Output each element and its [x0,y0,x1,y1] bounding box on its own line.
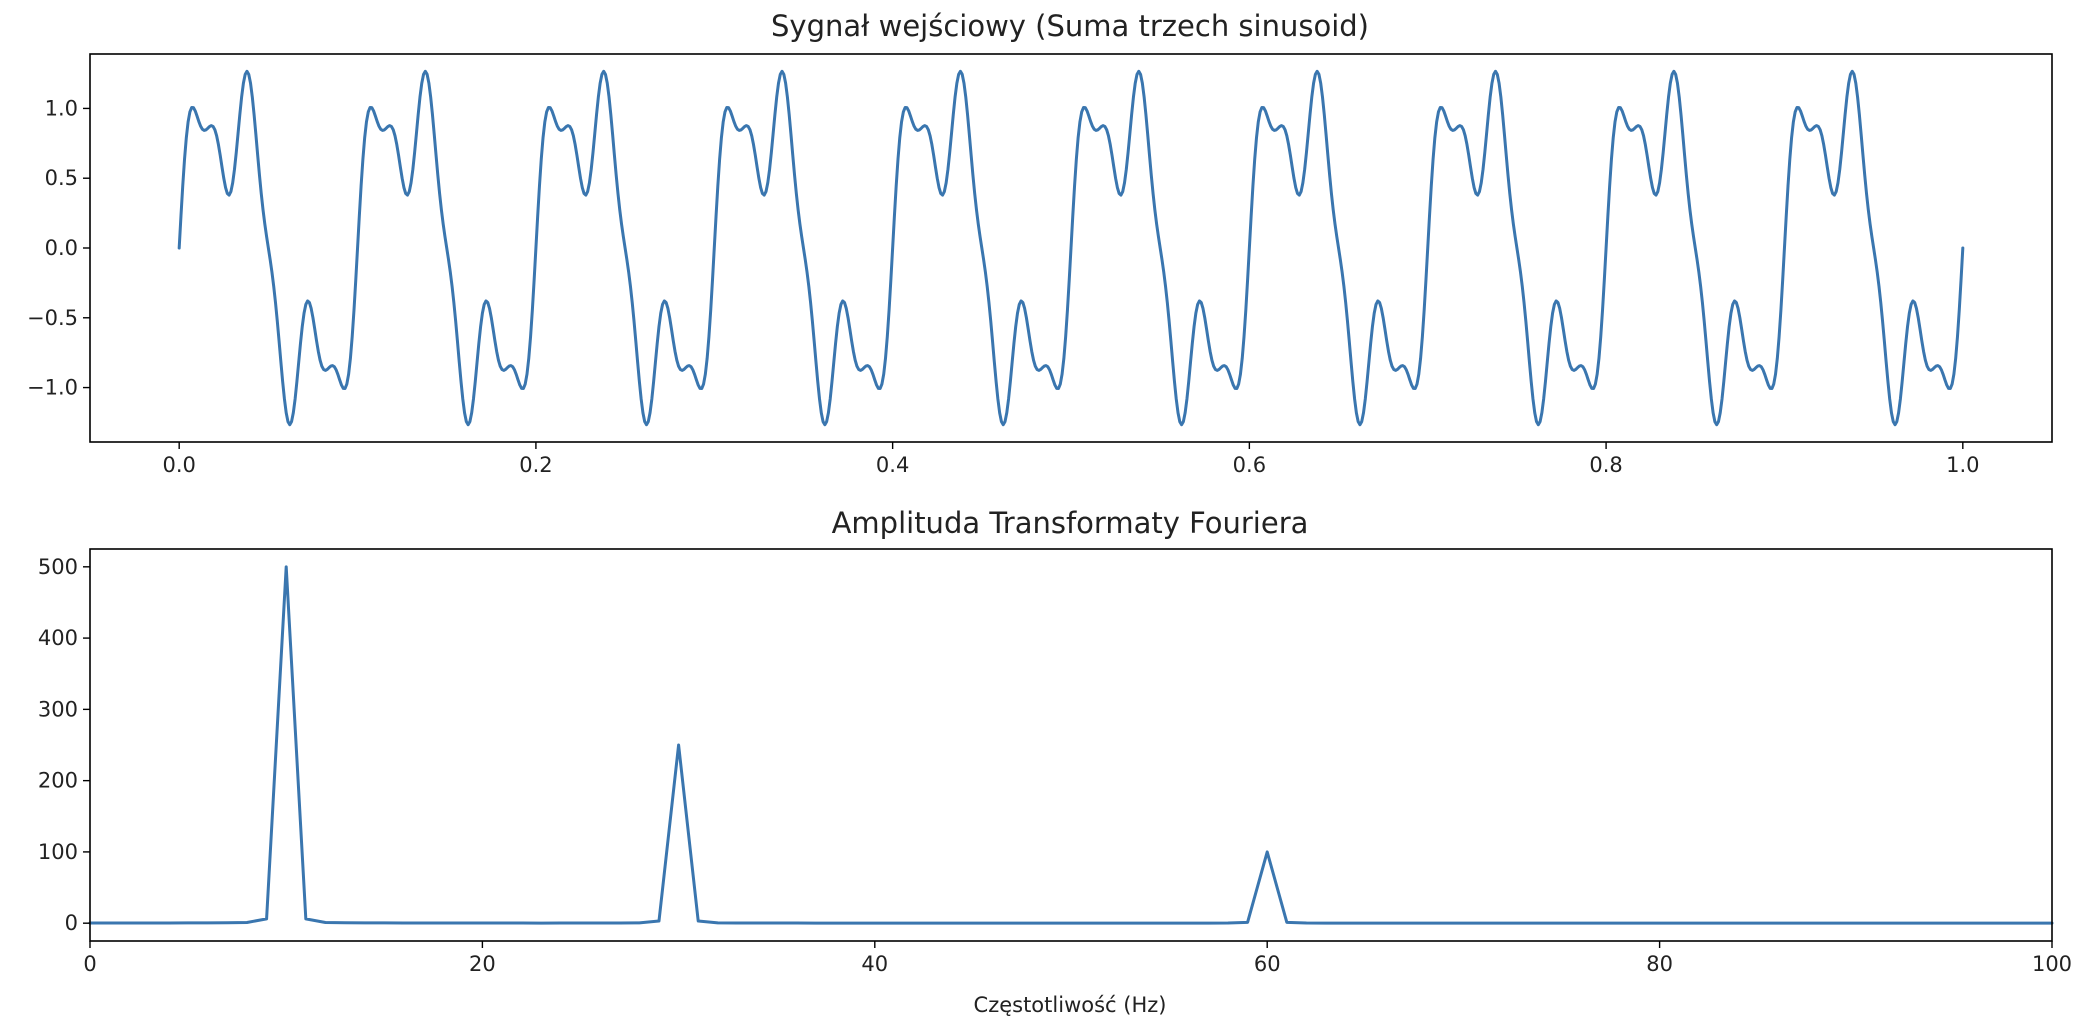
y-tick-label: 200 [38,769,78,793]
fft-chart: Amplituda Transformaty Fouriera 0 20 40 60 8… [38,506,2072,1017]
signal-chart: Sygnał wejściowy (Suma trzech sinusoid) … [27,9,2053,477]
x-tick-label: 0.8 [1589,453,1622,477]
x-tick-label: 0.4 [876,453,909,477]
x-tick-label: 60 [1254,952,1281,976]
y-tick-label: −0.5 [27,306,78,330]
y-tick-label: 0.0 [45,236,78,260]
y-tick-label: 300 [38,697,78,721]
y-tick-label: 400 [38,626,78,650]
plot-frame [89,53,2053,443]
chart-title: Amplituda Transformaty Fouriera [832,506,1309,540]
series-line [177,69,1965,427]
y-tick-label: 500 [38,555,78,579]
x-tick-label: 0.2 [519,453,552,477]
x-tick-label: 100 [2032,952,2072,976]
x-axis-label: Częstotliwość (Hz) [974,993,1167,1017]
y-tick-label: 0.5 [45,166,78,190]
y-tick-label: 0 [65,911,78,935]
plot-frame [89,548,2053,942]
chart-title: Sygnał wejściowy (Suma trzech sinusoid) [771,9,1369,43]
x-tick-label: 0.0 [162,453,195,477]
y-tick-label: 100 [38,840,78,864]
x-tick-label: 40 [861,952,888,976]
series-line [88,565,2054,925]
x-tick-label: 20 [469,952,496,976]
y-tick-label: 1.0 [45,96,78,120]
x-tick-label: 0 [83,952,96,976]
x-tick-label: 0.6 [1233,453,1266,477]
y-tick-label: −1.0 [27,376,78,400]
x-tick-label: 80 [1646,952,1673,976]
x-tick-label: 1.0 [1946,453,1979,477]
